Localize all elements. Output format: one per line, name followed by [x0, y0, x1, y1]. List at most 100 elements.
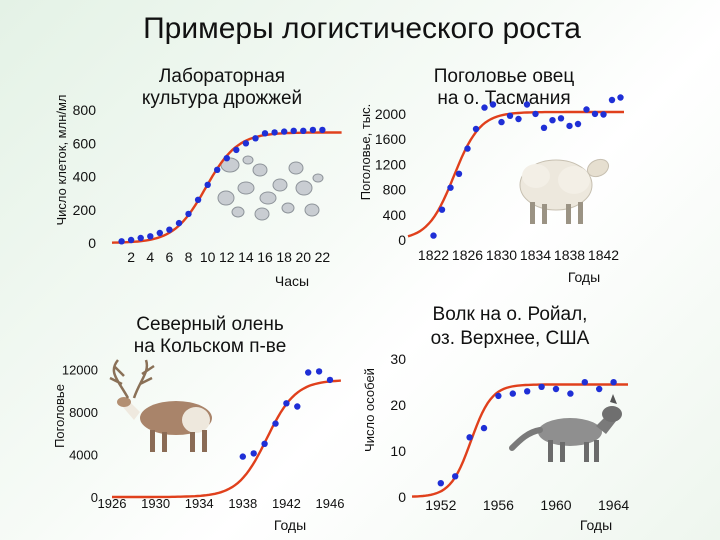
yeast-data-point	[156, 229, 163, 237]
slide-title: Примеры логистического роста	[143, 12, 581, 45]
yeast-data-point	[300, 127, 307, 134]
sheep-data-point	[617, 94, 624, 101]
wolf-data-point	[567, 390, 574, 397]
reindeer-data-point	[239, 453, 246, 460]
reindeer-picture	[109, 359, 212, 452]
reindeer-ytick-label: 0	[91, 490, 98, 505]
reindeer-xtick-label: 1946	[316, 496, 345, 511]
sheep-plot: 0 400 800 1200 1600 2000 1822 1826 1830 1834 1838 1…	[375, 94, 624, 263]
reindeer-xtick-label: 1930	[141, 496, 170, 511]
yeast-xlabel: Часы	[275, 273, 309, 289]
yeast-data-point	[261, 130, 269, 137]
sheep-data-point	[583, 106, 590, 113]
sheep-data-point	[430, 232, 437, 239]
wolf-xtick-label: 1960	[540, 497, 571, 513]
sheep-xtick-label: 1826	[452, 247, 483, 263]
yeast-data-point	[147, 233, 154, 240]
sheep-data-point	[515, 115, 522, 123]
yeast-data-point	[319, 126, 326, 134]
wolf-ylabel: Число особей	[362, 368, 377, 452]
sheep-ytick-label: 2000	[375, 106, 406, 122]
wolf-ytick-label: 20	[390, 397, 406, 413]
yeast-ytick-label: 800	[73, 102, 97, 118]
yeast-data-point	[175, 219, 183, 227]
reindeer-xlabel: Годы	[274, 517, 306, 533]
yeast-ytick-label: 600	[73, 135, 97, 151]
reindeer-xtick-label: 1926	[98, 496, 127, 511]
sheep-xtick-label: 1822	[418, 247, 449, 263]
wolf-data-point	[552, 385, 560, 393]
wolf-picture	[509, 394, 622, 462]
yeast-ytick-label: 0	[88, 235, 96, 251]
sheep-data-point	[608, 96, 616, 104]
sheep-ytick-label: 800	[383, 182, 407, 198]
yeast-data-point	[137, 234, 144, 242]
yeast-data-point	[127, 236, 135, 244]
yeast-data-point	[204, 181, 211, 188]
wolf-data-point	[596, 385, 603, 393]
yeast-ylabel: Число клеток, млн/мл	[54, 94, 69, 225]
wolf-data-point	[538, 383, 545, 390]
sheep-data-point	[557, 115, 565, 122]
wolf-data-point	[437, 480, 444, 487]
sheep-ytick-label: 1600	[375, 131, 406, 147]
yeast-xtick-label: 22	[315, 249, 331, 265]
wolf-ytick-label: 0	[398, 489, 406, 505]
wolf-xtick-label: 1956	[483, 497, 514, 513]
yeast-xtick-label: 10	[200, 249, 216, 265]
reindeer-data-point	[315, 368, 323, 375]
yeast-xtick-label: 12	[219, 249, 235, 265]
yeast-xtick-label: 4	[146, 249, 154, 265]
sheep-data-point	[523, 101, 531, 108]
wolf-data-point	[524, 388, 531, 395]
wolf-ytick-label: 10	[390, 443, 406, 459]
wolf-plot: 0 10 20 30 1952 1956 1960 1964	[390, 351, 629, 513]
yeast-xtick-label: 18	[276, 249, 292, 265]
yeast-xtick-label: 14	[238, 249, 254, 265]
yeast-data-point	[252, 135, 259, 142]
wolf-ytick-label: 30	[390, 351, 406, 367]
sheep-data-point	[591, 110, 599, 118]
yeast-data-point	[194, 196, 202, 203]
reindeer-logistic-curve	[112, 379, 341, 499]
reindeer-plot: 0 4000 8000 12000 1926 1930 1934 1938 1942 1946	[62, 362, 345, 511]
sheep-xtick-label: 1830	[486, 247, 517, 263]
sheep-data-point	[549, 117, 556, 124]
reindeer-ytick-label: 4000	[69, 447, 98, 462]
sheep-data-point	[489, 101, 497, 108]
yeast-data-point	[233, 146, 240, 154]
yeast-title-line2: культура дрожжей	[142, 88, 302, 109]
reindeer-title-line1: Северный олень	[136, 314, 284, 335]
yeast-ytick-label: 200	[73, 202, 97, 218]
wolf-title-line1: Волк на о. Ройал,	[433, 304, 588, 325]
sheep-data-point	[566, 122, 573, 130]
sheep-data-point	[447, 184, 454, 191]
sheep-data-point	[472, 125, 480, 133]
yeast-title-line1: Лабораторная	[159, 66, 285, 87]
reindeer-data-point	[326, 376, 334, 384]
yeast-data-point	[281, 128, 288, 135]
sheep-ytick-label: 0	[398, 232, 406, 248]
wolf-data-point	[610, 379, 617, 386]
sheep-data-point	[498, 118, 505, 126]
yeast-data-point	[309, 126, 317, 134]
sheep-picture	[519, 158, 610, 224]
yeast-ytick-label: 400	[73, 169, 97, 185]
yeast-xtick-label: 16	[257, 249, 273, 265]
yeast-data-point	[271, 129, 278, 136]
wolf-data-point	[480, 424, 488, 432]
reindeer-data-point	[283, 400, 290, 407]
reindeer-ytick-label: 8000	[69, 405, 98, 420]
sheep-data-point	[600, 111, 607, 118]
yeast-plot: 0 200 400 600 800 2 4 6 8 10 12 14 16 18 20 22	[73, 102, 342, 265]
reindeer-xtick-label: 1938	[228, 496, 257, 511]
sheep-xtick-label: 1838	[554, 247, 585, 263]
reindeer-data-point	[250, 450, 257, 457]
sheep-data-point	[574, 120, 582, 128]
reindeer-data-point	[305, 369, 312, 376]
wolf-xlabel: Годы	[580, 517, 612, 533]
wolf-xtick-label: 1952	[425, 497, 456, 513]
